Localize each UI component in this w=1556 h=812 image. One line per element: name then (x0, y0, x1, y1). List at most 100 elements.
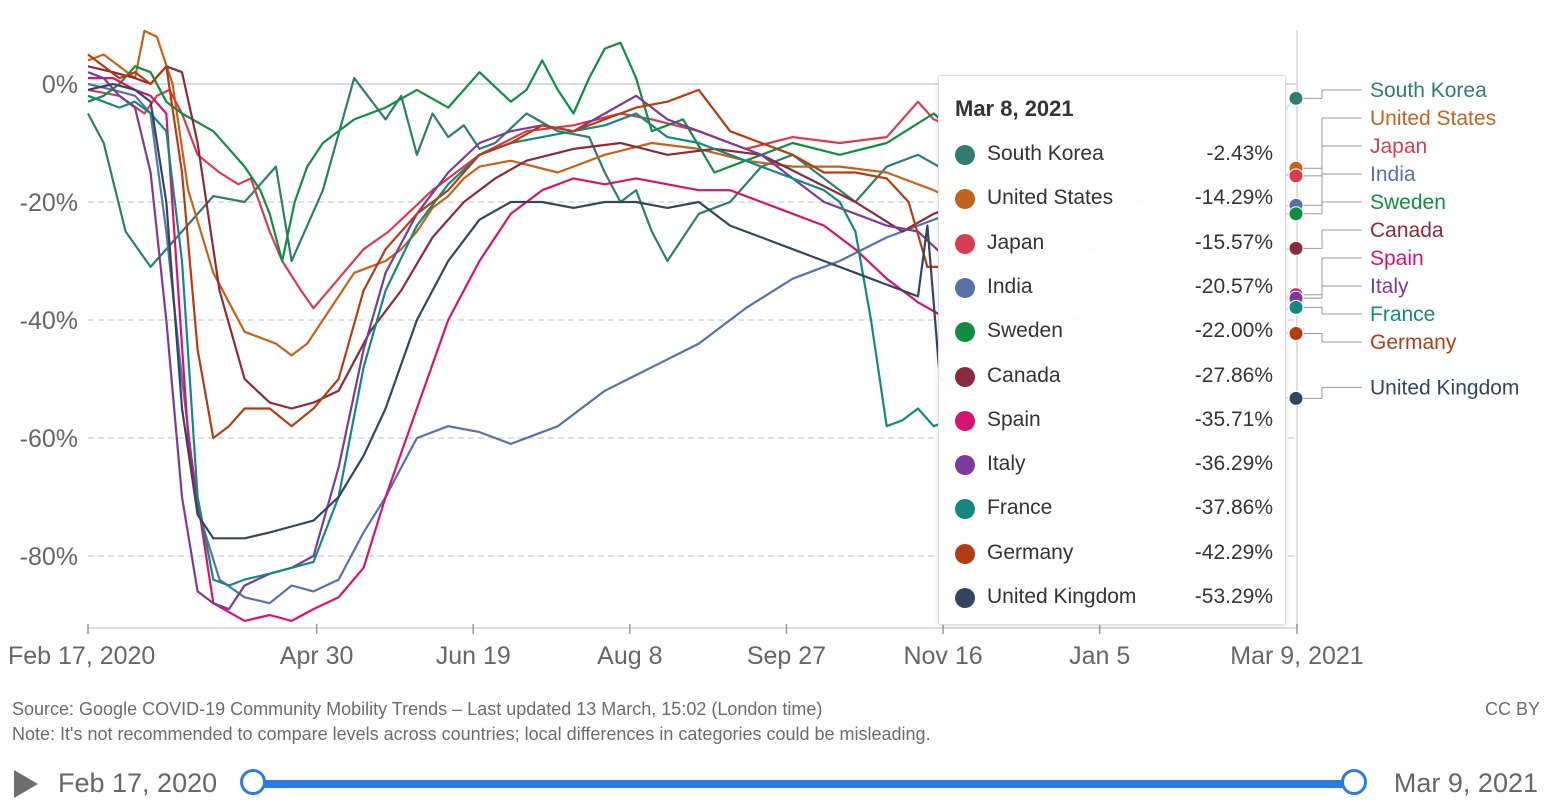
tooltip-dot-icon (955, 588, 975, 608)
tooltip-country: France (987, 496, 1053, 520)
tooltip-row: Canada -27.86% (955, 362, 1273, 392)
end-dot-japan (1288, 168, 1304, 184)
tooltip-value: -36.29% (1194, 452, 1273, 476)
tooltip-value: -35.71% (1194, 407, 1273, 431)
tooltip-row: France -37.86% (955, 494, 1273, 524)
series-line-united-kingdom[interactable] (87, 82, 944, 540)
end-label-italy[interactable]: Italy (1370, 275, 1409, 298)
end-label-germany[interactable]: Germany (1370, 331, 1457, 354)
timeline-start-label: Feb 17, 2020 (58, 768, 218, 798)
tooltip-dot-icon (955, 277, 975, 298)
note-text: Note: It's not recommended to compare le… (12, 724, 931, 744)
y-tick-label: -60% (20, 425, 78, 453)
tooltip-country: Italy (987, 452, 1026, 476)
tooltip-row: South Korea -2.43% (955, 140, 1273, 170)
series-line-united-states[interactable] (87, 29, 944, 357)
series-line-canada[interactable] (87, 65, 944, 410)
x-tick-label: Apr 30 (280, 642, 354, 670)
end-label-japan[interactable]: Japan (1370, 135, 1427, 158)
end-dot-france (1288, 299, 1304, 315)
label-connector (1300, 306, 1362, 315)
tooltip-dot-icon (955, 322, 975, 343)
series-line-sweden[interactable] (87, 41, 944, 263)
tooltip-row: Sweden -22.00% (955, 317, 1273, 347)
tooltip-country: United Kingdom (987, 585, 1137, 608)
timeline-slider: Feb 17, 2020 Mar 9, 2021 (0, 760, 1556, 812)
tooltip-row: United States -14.29% (955, 184, 1273, 214)
series-line-italy[interactable] (87, 71, 944, 611)
label-connector (1300, 117, 1362, 169)
x-tick-label: Jan 5 (1069, 642, 1130, 670)
tooltip-value: -15.57% (1194, 230, 1273, 254)
y-tick-label: -40% (20, 307, 78, 335)
label-connector (1300, 285, 1362, 299)
tooltip-row: Japan -15.57% (955, 229, 1273, 259)
timeline-track[interactable] (254, 780, 1354, 788)
label-connector (1300, 229, 1362, 249)
end-dot-canada (1288, 240, 1304, 256)
tooltip-dot-icon (955, 499, 975, 520)
tooltip-dot-icon (955, 145, 975, 165)
tooltip-dot-icon (955, 410, 975, 431)
series-line-germany[interactable] (87, 53, 944, 440)
tooltip-dot-icon (955, 366, 975, 387)
tooltip-dot-icon (955, 233, 975, 254)
end-label-spain[interactable]: Spain (1370, 247, 1424, 270)
tooltip-country: Spain (987, 407, 1041, 431)
end-label-united-kingdom[interactable]: United Kingdom (1370, 376, 1519, 399)
end-dot-united-kingdom (1288, 390, 1304, 406)
end-label-sweden[interactable]: Sweden (1370, 191, 1446, 214)
tooltip-country: Germany (987, 540, 1074, 564)
y-tick-label: -20% (20, 189, 78, 217)
end-dot-sweden (1288, 206, 1304, 222)
license-link[interactable]: CC BY (1484, 699, 1540, 719)
end-label-canada[interactable]: Canada (1370, 219, 1444, 242)
x-tick-label: Mar 9, 2021 (1230, 642, 1363, 670)
label-connector (1300, 257, 1362, 296)
tooltip-row: Italy -36.29% (955, 450, 1273, 480)
end-label-united-states[interactable]: United States (1370, 107, 1496, 130)
tooltip-country: India (987, 274, 1033, 298)
tooltip-country: Sweden (987, 319, 1063, 343)
tooltip-row: United Kingdom -53.29% (955, 583, 1273, 613)
tooltip-country: South Korea (987, 142, 1104, 165)
timeline-end-handle[interactable] (1341, 769, 1367, 795)
tooltip-dot-icon (955, 455, 975, 476)
source-text: Source: Google COVID-19 Community Mobili… (12, 699, 823, 719)
tooltip-value: -27.86% (1194, 363, 1273, 387)
tooltip-value: -20.57% (1194, 274, 1273, 298)
timeline-start-handle[interactable] (240, 769, 266, 795)
play-icon[interactable] (14, 770, 38, 798)
x-tick-label: Nov 16 (903, 642, 982, 670)
y-tick-label: 0% (42, 71, 78, 99)
series-line-spain[interactable] (88, 77, 944, 622)
label-connector (1300, 333, 1362, 343)
hover-tooltip: Mar 8, 2021 South Korea -2.43% United Stat… (938, 75, 1286, 625)
end-label-south-korea[interactable]: South Korea (1370, 79, 1487, 102)
label-connector (1300, 89, 1362, 99)
tooltip-value: -2.43% (1206, 142, 1273, 165)
tooltip-row: India -20.57% (955, 273, 1273, 303)
y-axis-ticks: 0% -20% -40% -60% -80% (20, 71, 78, 571)
tooltip-value: -14.29% (1194, 186, 1273, 210)
end-dot-germany (1288, 326, 1304, 342)
tooltip-dot-icon (955, 189, 975, 210)
tooltip-row: Spain -35.71% (955, 406, 1273, 436)
end-label-france[interactable]: France (1370, 303, 1435, 326)
tooltip-date: Mar 8, 2021 (955, 96, 1074, 121)
x-axis-ticks: Feb 17, 2020 Apr 30 Jun 19 Aug 8 Sep 27 Nov 1… (8, 624, 1364, 670)
label-connector (1300, 173, 1362, 206)
tooltip-row: Germany -42.29% (955, 539, 1273, 569)
end-label-india[interactable]: India (1370, 163, 1416, 186)
tooltip-value: -22.00% (1194, 319, 1273, 343)
end-labels: South Korea United States Japan India Sweden… (1288, 79, 1519, 406)
series-line-south-korea[interactable] (87, 77, 944, 268)
x-tick-label: Sep 27 (747, 642, 826, 670)
tooltip-value: -42.29% (1194, 540, 1273, 564)
y-tick-label: -80% (20, 543, 78, 571)
label-connector (1300, 145, 1362, 177)
x-tick-label: Jun 19 (436, 642, 511, 670)
mobility-line-chart: 0% -20% -40% -60% -80% Feb 17, 2020 Apr 30 Jun… (8, 29, 1519, 670)
x-tick-label: Aug 8 (597, 642, 662, 670)
label-connector (1300, 386, 1362, 399)
